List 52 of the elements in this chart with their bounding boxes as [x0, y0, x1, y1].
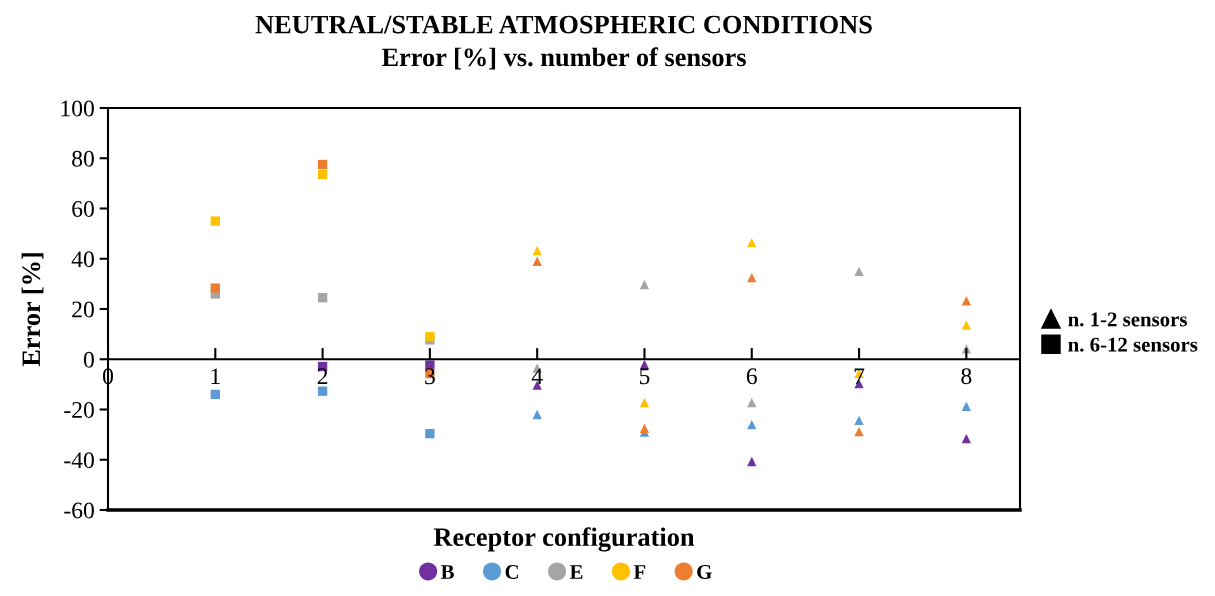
x-tick-label: 6	[746, 368, 757, 385]
y-tick-label: 60	[72, 200, 94, 217]
y-tick-label: 80	[72, 150, 94, 167]
point	[961, 433, 972, 444]
point	[317, 169, 328, 180]
point	[317, 293, 328, 303]
point	[532, 409, 542, 420]
point	[961, 320, 972, 330]
x-tick-label: 8	[961, 368, 972, 385]
x-axis-title: Receptor configuration	[433, 527, 695, 552]
y-tick-label: 20	[72, 301, 94, 318]
y-tick-label: 100	[61, 100, 94, 117]
point	[317, 159, 328, 170]
y-tick-label: -60	[64, 502, 94, 519]
point	[854, 426, 864, 437]
point	[747, 272, 757, 283]
point	[854, 415, 864, 425]
x-tick-label: 2	[317, 368, 328, 384]
legend-label: C	[505, 564, 518, 579]
legend-label: G	[697, 564, 712, 579]
point	[747, 419, 757, 430]
point	[210, 216, 220, 226]
y-axis-title: Error [%]	[21, 253, 44, 367]
point	[317, 386, 328, 396]
x-tick-label: 4	[531, 368, 543, 384]
point	[639, 423, 650, 433]
y-tick-label: -20	[64, 401, 94, 418]
point	[425, 428, 435, 439]
y-tick-label: -40	[64, 452, 94, 469]
legend-label: F	[633, 565, 646, 579]
point	[210, 283, 220, 293]
point	[961, 401, 972, 411]
y-tick-label: 40	[71, 251, 94, 268]
chart-title: NEUTRAL/STABLE ATMOSPHERIC CONDITIONS	[255, 15, 872, 34]
point	[747, 456, 757, 467]
x-tick-label: 5	[639, 368, 650, 385]
text: n. 1-2 sensors	[1068, 312, 1187, 327]
point	[639, 279, 650, 290]
point	[639, 398, 650, 408]
chart-subtitle: Error [%] vs. number of sensors	[381, 47, 746, 70]
y-tick-label: 0	[83, 351, 94, 368]
point	[532, 246, 542, 256]
point	[747, 238, 757, 248]
point	[854, 266, 864, 276]
legend-label: E	[569, 565, 583, 579]
legend-label: B	[440, 565, 454, 579]
point	[425, 331, 435, 342]
point	[210, 389, 220, 400]
point	[961, 296, 972, 306]
point	[532, 256, 542, 266]
x-tick-label: 1	[211, 368, 220, 384]
text: n. 6-12 sensors	[1068, 337, 1198, 352]
